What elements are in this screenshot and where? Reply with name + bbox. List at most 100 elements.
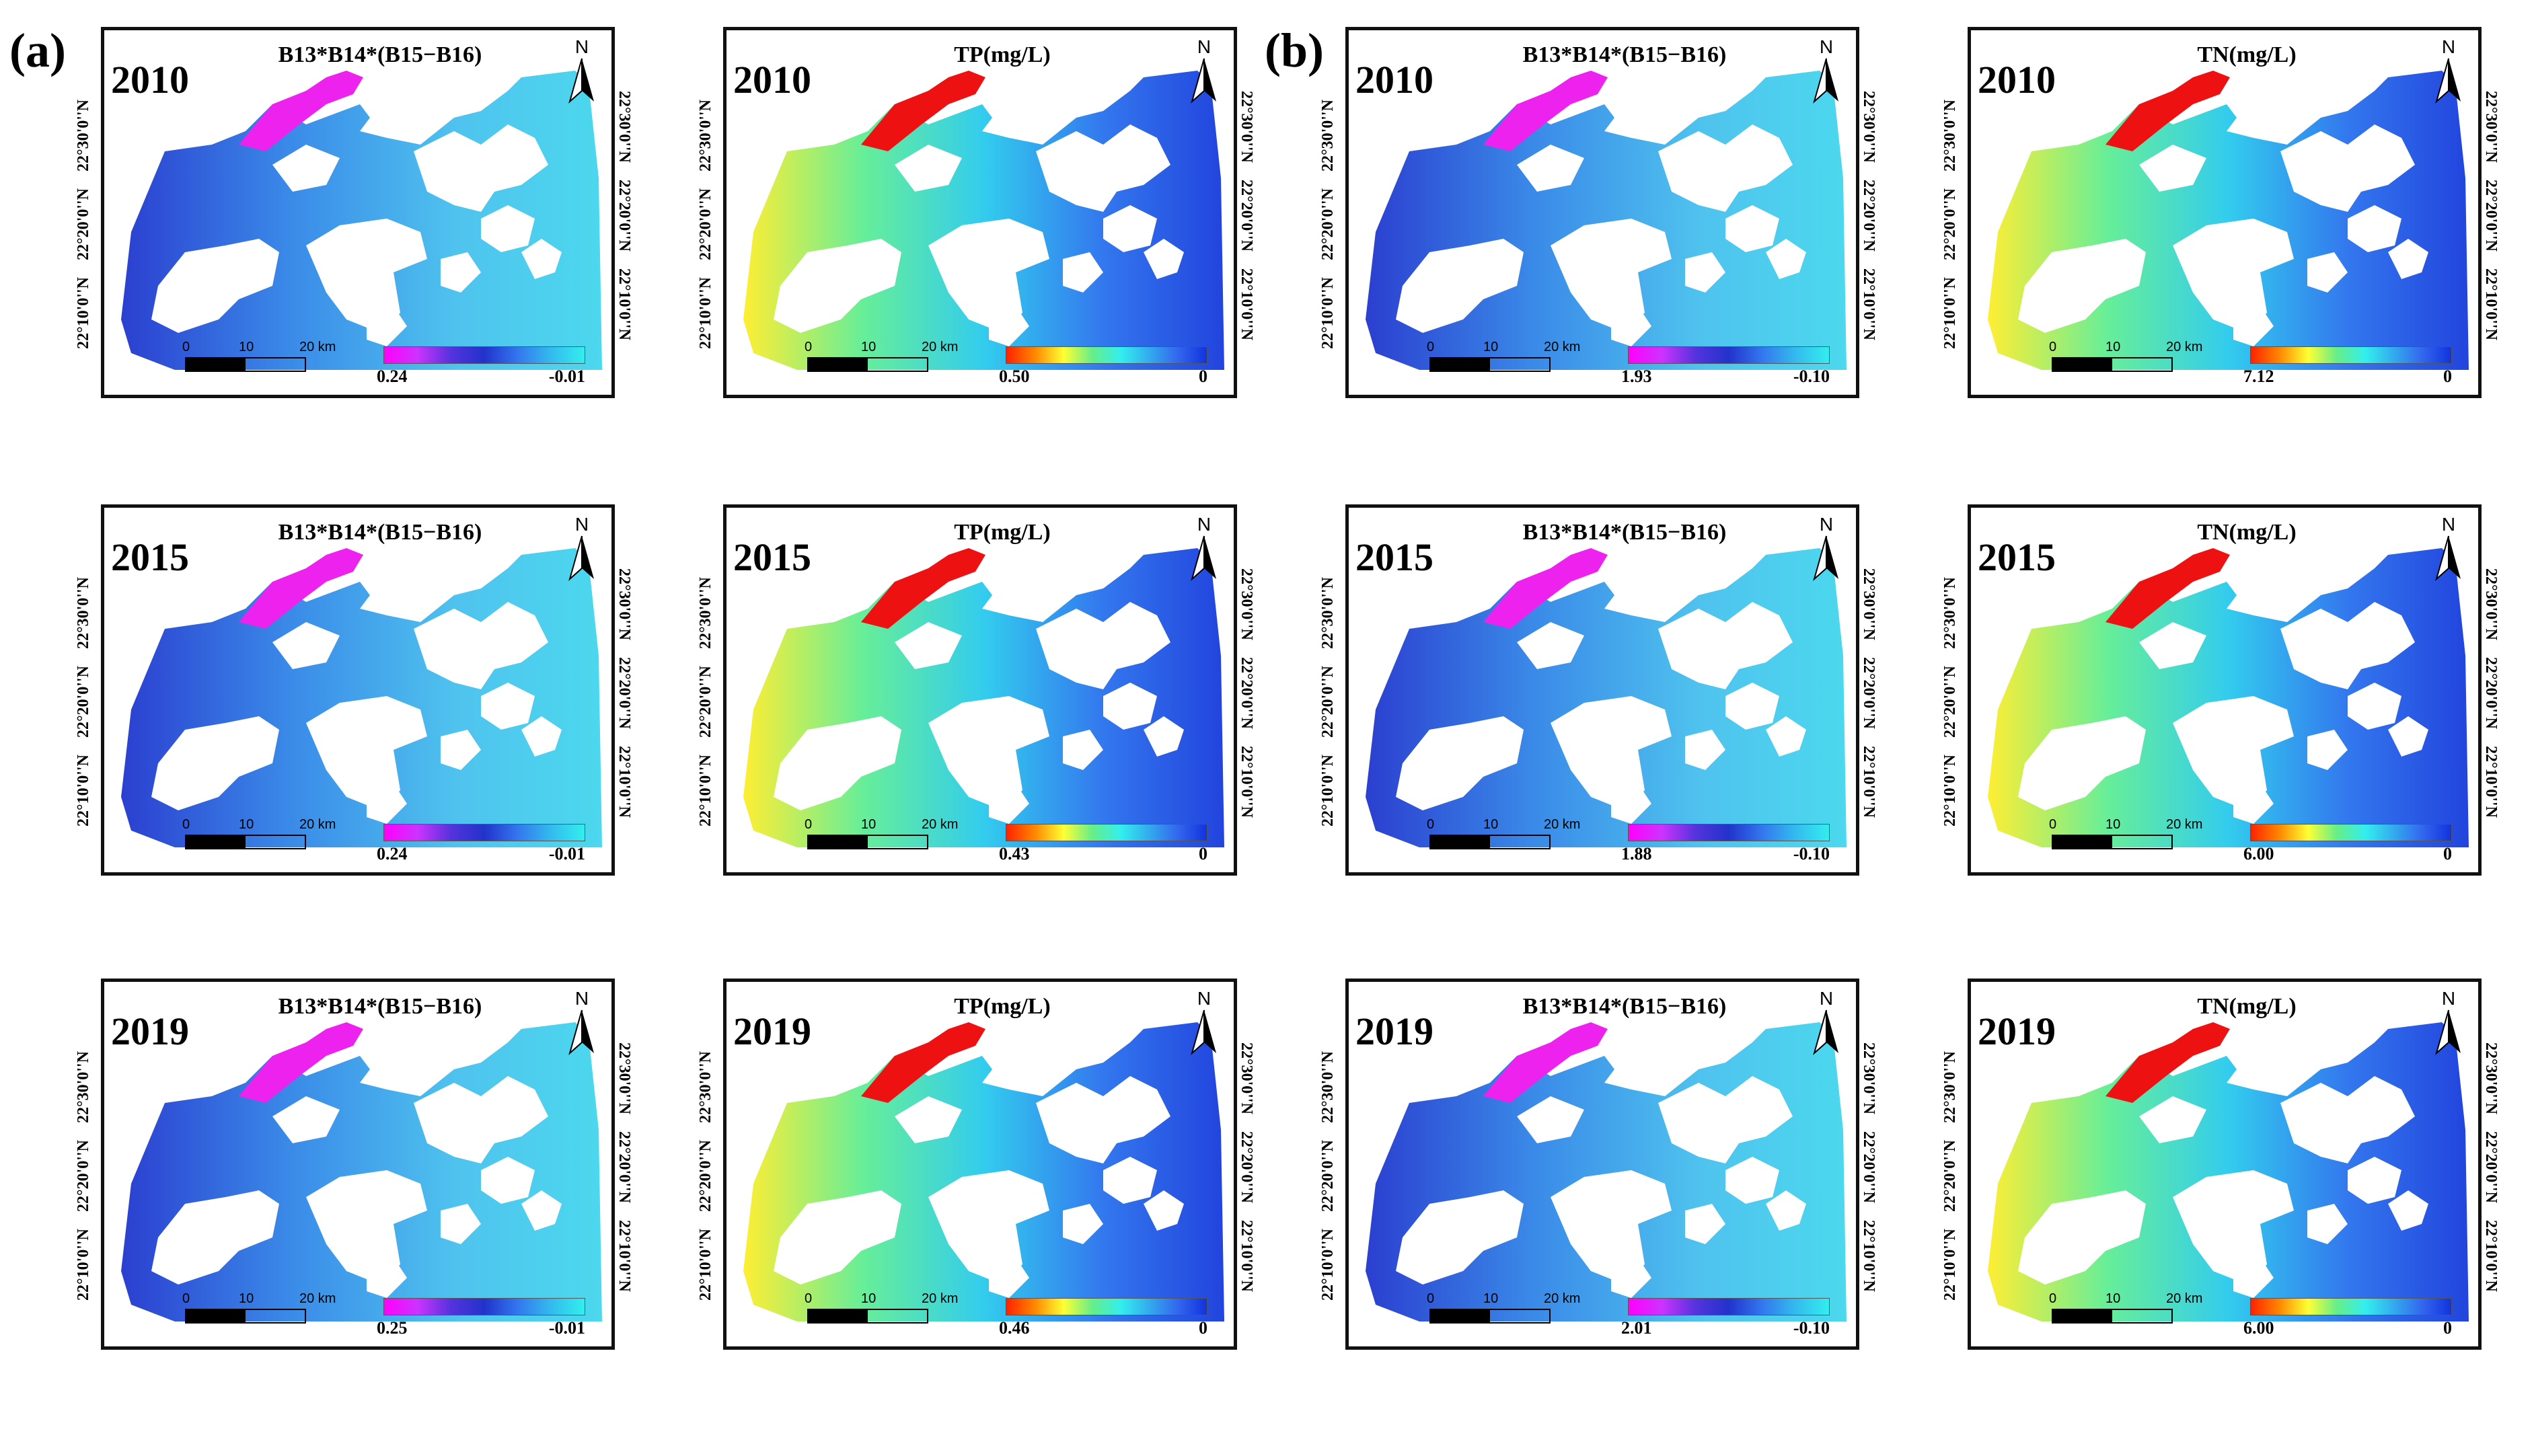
latitude-label: 22°30'0''N bbox=[2482, 91, 2500, 163]
north-letter: N bbox=[575, 36, 589, 57]
north-letter: N bbox=[2442, 36, 2455, 57]
latitude-label: 22°20'0''N bbox=[697, 1140, 714, 1212]
scale-tick: 0 bbox=[182, 817, 190, 832]
colorbar-min-label: 0.24 bbox=[377, 367, 408, 386]
land-mass bbox=[895, 1096, 962, 1143]
land-mass bbox=[2233, 783, 2274, 824]
land-mass bbox=[441, 252, 481, 293]
land-mass bbox=[2280, 602, 2415, 689]
latitude-label: 22°10'0''N bbox=[1860, 268, 1877, 340]
land-mass bbox=[1766, 239, 1806, 279]
colorbar bbox=[1628, 824, 1830, 841]
latitude-label: 22°30'0''N bbox=[697, 1051, 714, 1123]
panel-year: 2019 bbox=[1355, 1009, 1433, 1053]
land-mass bbox=[1517, 1096, 1584, 1143]
land-mass bbox=[1517, 145, 1584, 192]
scale-bar: 0 10 20 km bbox=[805, 817, 958, 864]
land-mass bbox=[1103, 1157, 1157, 1204]
latitude-label: 22°10'0''N bbox=[616, 1220, 633, 1292]
land-mass bbox=[928, 219, 1049, 333]
land-mass bbox=[895, 622, 962, 669]
estuary-hotspot bbox=[239, 71, 363, 151]
panel-title: TN(mg/L) bbox=[2197, 42, 2297, 67]
latitude-label: 22°10'0''N bbox=[75, 1229, 92, 1301]
latitude-label: 22°10'0''N bbox=[616, 746, 633, 818]
panel-year: 2015 bbox=[111, 535, 189, 579]
map-panel: 2010 B13*B14*(B15−B16) N 22°30'0''N 22°30'0'… bbox=[75, 27, 633, 398]
latitude-label: 22°10'0''N bbox=[1319, 755, 1337, 827]
latitude-label: 22°10'0''N bbox=[1238, 268, 1255, 340]
colorbar bbox=[2250, 824, 2452, 841]
latitude-label: 22°10'0''N bbox=[1238, 1220, 1255, 1292]
land-mass bbox=[272, 145, 340, 192]
land-mass bbox=[151, 716, 279, 810]
latitude-label: 22°30'0''N bbox=[697, 100, 714, 171]
colorbar-max-label: 0 bbox=[2443, 844, 2452, 864]
panel-title: B13*B14*(B15−B16) bbox=[278, 994, 482, 1019]
scale-tick: 20 km bbox=[2166, 817, 2203, 832]
latitude-label: 22°30'0''N bbox=[1860, 1042, 1877, 1114]
north-arrow-icon: N bbox=[2428, 986, 2469, 1067]
land-mass bbox=[367, 306, 407, 346]
land-mass bbox=[1144, 239, 1184, 279]
scale-tick: 10 bbox=[861, 1291, 877, 1306]
scale-bar: 0 10 20 km bbox=[1427, 340, 1580, 387]
land-mass bbox=[774, 239, 901, 333]
north-letter: N bbox=[1820, 988, 1833, 1009]
latitude-label: 22°10'0''N bbox=[697, 277, 714, 349]
colorbar-min-label: 0.25 bbox=[377, 1318, 408, 1338]
land-mass bbox=[774, 1190, 901, 1285]
map-panel: 2019 TN(mg/L) N 22°30'0''N 22°30'0''N 22°20'0… bbox=[1941, 979, 2500, 1350]
land-mass bbox=[1396, 1190, 1524, 1285]
land-mass bbox=[1517, 622, 1584, 669]
panel-title: TP(mg/L) bbox=[954, 520, 1051, 545]
scale-tick: 20 km bbox=[922, 340, 959, 354]
latitude-label: 22°20'0''N bbox=[1319, 666, 1337, 738]
panel-title: B13*B14*(B15−B16) bbox=[1522, 520, 1727, 545]
land-mass bbox=[272, 1096, 340, 1143]
north-letter: N bbox=[1197, 988, 1211, 1009]
colorbar-min-label: 0.46 bbox=[999, 1318, 1030, 1338]
map-panel: 2019 TP(mg/L) N 22°30'0''N 22°30'0''N 22°20'0… bbox=[697, 979, 1255, 1350]
panel-title: B13*B14*(B15−B16) bbox=[278, 42, 482, 67]
land-mass bbox=[1396, 239, 1524, 333]
north-letter: N bbox=[575, 514, 589, 535]
scale-tick: 10 bbox=[2106, 340, 2121, 354]
scale-bar: 0 10 20 km bbox=[182, 1291, 336, 1338]
colorbar-min-label: 0.24 bbox=[377, 844, 408, 864]
land-mass bbox=[1725, 205, 1779, 252]
latitude-label: 22°10'0''N bbox=[1860, 1220, 1877, 1292]
land-mass bbox=[306, 219, 427, 333]
latitude-label: 22°20'0''N bbox=[1941, 1140, 1959, 1212]
latitude-label: 22°30'0''N bbox=[1319, 1051, 1337, 1123]
latitude-label: 22°30'0''N bbox=[616, 91, 633, 163]
latitude-label: 22°20'0''N bbox=[1319, 1140, 1337, 1212]
scale-bar: 0 10 20 km bbox=[1427, 817, 1580, 864]
estuary-hotspot bbox=[2106, 71, 2230, 151]
north-arrow-icon: N bbox=[562, 34, 602, 115]
estuary-hotspot bbox=[861, 548, 985, 629]
estuary-hotspot bbox=[239, 1022, 363, 1103]
map-panel: 2019 B13*B14*(B15−B16) N 22°30'0''N 22°30'0'… bbox=[1319, 979, 1877, 1350]
scale-tick: 0 bbox=[2049, 817, 2057, 832]
panel-year: 2015 bbox=[1978, 535, 2056, 579]
scale-bar: 0 10 20 km bbox=[805, 340, 958, 387]
land-mass bbox=[151, 239, 279, 333]
colorbar-max-label: -0.01 bbox=[548, 1318, 585, 1338]
latitude-label: 22°10'0''N bbox=[1941, 277, 1959, 349]
land-mass bbox=[2018, 716, 2146, 810]
colorbar-min-label: 1.88 bbox=[1621, 844, 1652, 864]
section-label-a: (a) bbox=[9, 24, 66, 77]
latitude-label: 22°30'0''N bbox=[75, 100, 92, 171]
colorbar-min-label: 6.00 bbox=[2243, 844, 2274, 864]
colorbar bbox=[383, 824, 585, 841]
latitude-label: 22°30'0''N bbox=[1238, 91, 1255, 163]
land-mass bbox=[2307, 730, 2348, 770]
estuary-hotspot bbox=[239, 548, 363, 629]
land-mass bbox=[2280, 124, 2415, 212]
land-mass bbox=[414, 602, 548, 689]
land-mass bbox=[2139, 145, 2206, 192]
scale-tick: 20 km bbox=[1544, 817, 1581, 832]
land-mass bbox=[2307, 1204, 2348, 1244]
scale-tick: 0 bbox=[1427, 817, 1435, 832]
